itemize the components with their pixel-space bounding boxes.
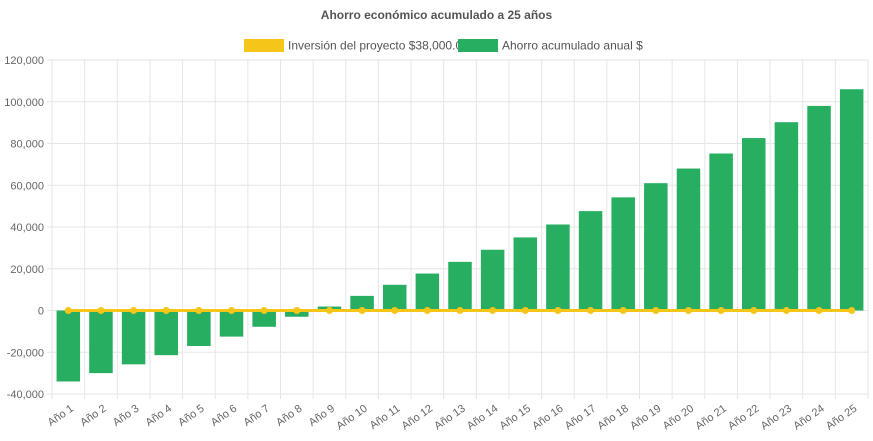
y-tick-label: 0 bbox=[38, 306, 44, 318]
investment-point-14[interactable] bbox=[489, 307, 497, 314]
x-tick-label: Año 3 bbox=[111, 403, 141, 429]
legend-swatch-investment[interactable] bbox=[244, 39, 284, 52]
investment-point-21[interactable] bbox=[717, 307, 725, 314]
x-tick-label: Año 25 bbox=[824, 403, 859, 433]
x-tick-label: Año 7 bbox=[241, 403, 271, 429]
x-tick-label: Año 8 bbox=[274, 403, 304, 429]
bar-22[interactable] bbox=[742, 138, 766, 311]
bar-24[interactable] bbox=[807, 105, 831, 311]
x-tick-label: Año 23 bbox=[759, 403, 794, 433]
x-tick-label: Año 11 bbox=[368, 403, 403, 432]
x-tick-label: Año 17 bbox=[563, 403, 598, 433]
investment-line-series bbox=[64, 307, 856, 314]
legend-swatch-savings[interactable] bbox=[458, 39, 498, 52]
legend-label-investment[interactable]: Inversión del proyecto $38,000.00 bbox=[288, 39, 469, 53]
x-tick-label: Año 4 bbox=[144, 403, 174, 429]
x-axis: Año 1 Año 2 Año 3 Año 4 Año 5 Año 6 Año 7 Año 8… bbox=[46, 403, 860, 433]
legend: Inversión del proyecto $38,000.00 Ahorro… bbox=[244, 39, 643, 53]
bar-25[interactable] bbox=[839, 89, 864, 311]
y-tick-label: 100,000 bbox=[4, 97, 44, 109]
investment-point-2[interactable] bbox=[97, 307, 105, 314]
x-tick-label: Año 19 bbox=[628, 403, 663, 433]
bar-10[interactable] bbox=[350, 295, 374, 311]
investment-point-12[interactable] bbox=[423, 307, 431, 314]
bar-5[interactable] bbox=[187, 310, 211, 346]
investment-point-18[interactable] bbox=[619, 307, 627, 314]
x-tick-label: Año 18 bbox=[595, 403, 630, 433]
investment-point-15[interactable] bbox=[521, 307, 529, 314]
x-tick-label: Año 6 bbox=[209, 403, 239, 429]
bar-6[interactable] bbox=[219, 310, 244, 337]
bar-16[interactable] bbox=[546, 224, 570, 311]
x-tick-label: Año 20 bbox=[661, 403, 696, 433]
investment-point-24[interactable] bbox=[815, 307, 823, 314]
bar-4[interactable] bbox=[154, 310, 178, 356]
investment-point-5[interactable] bbox=[195, 307, 203, 314]
x-tick-label: Año 13 bbox=[432, 403, 467, 433]
bar-11[interactable] bbox=[382, 284, 407, 311]
y-tick-label: 40,000 bbox=[10, 222, 44, 234]
x-tick-label: Año 1 bbox=[46, 403, 76, 429]
bar-19[interactable] bbox=[644, 183, 668, 311]
bar-13[interactable] bbox=[448, 261, 472, 311]
y-tick-label: 80,000 bbox=[10, 139, 44, 151]
bar-17[interactable] bbox=[578, 211, 603, 311]
y-tick-label: 20,000 bbox=[10, 264, 44, 276]
investment-point-9[interactable] bbox=[325, 307, 333, 314]
investment-point-23[interactable] bbox=[782, 307, 790, 314]
bar-21[interactable] bbox=[709, 153, 733, 311]
x-tick-label: Año 21 bbox=[693, 403, 728, 433]
investment-point-6[interactable] bbox=[228, 307, 236, 314]
bar-15[interactable] bbox=[513, 237, 538, 311]
x-tick-label: Año 15 bbox=[498, 403, 533, 433]
x-tick-label: Año 9 bbox=[307, 403, 337, 429]
x-tick-label: Año 14 bbox=[465, 403, 500, 433]
investment-point-4[interactable] bbox=[162, 307, 170, 314]
bar-3[interactable] bbox=[121, 310, 146, 365]
investment-point-7[interactable] bbox=[260, 307, 268, 314]
bar-12[interactable] bbox=[415, 273, 440, 311]
investment-point-11[interactable] bbox=[391, 307, 399, 314]
x-tick-label: Año 16 bbox=[530, 403, 565, 433]
investment-point-25[interactable] bbox=[848, 307, 856, 314]
bar-2[interactable] bbox=[89, 310, 113, 374]
legend-label-savings[interactable]: Ahorro acumulado anual $ bbox=[502, 39, 643, 53]
x-tick-label: Año 5 bbox=[176, 403, 206, 429]
investment-point-13[interactable] bbox=[456, 307, 464, 314]
investment-point-16[interactable] bbox=[554, 307, 562, 314]
y-tick-label: 120,000 bbox=[4, 55, 44, 67]
y-tick-label: -40,000 bbox=[7, 389, 44, 401]
investment-point-22[interactable] bbox=[750, 307, 758, 314]
x-tick-label: Año 22 bbox=[726, 403, 761, 433]
bar-23[interactable] bbox=[774, 122, 799, 311]
bars bbox=[56, 89, 864, 382]
x-tick-label: Año 12 bbox=[400, 403, 435, 433]
bar-18[interactable] bbox=[611, 197, 635, 311]
y-axis: 120,000 100,000 80,000 60,000 40,000 20,000 0 -… bbox=[4, 55, 44, 401]
investment-point-8[interactable] bbox=[293, 307, 301, 314]
bar-14[interactable] bbox=[480, 249, 505, 311]
investment-point-20[interactable] bbox=[684, 307, 692, 314]
bar-20[interactable] bbox=[676, 168, 701, 311]
y-tick-label: -20,000 bbox=[7, 347, 44, 359]
y-tick-label: 60,000 bbox=[10, 180, 44, 192]
investment-point-17[interactable] bbox=[587, 307, 595, 314]
investment-point-3[interactable] bbox=[130, 307, 138, 314]
investment-point-10[interactable] bbox=[358, 307, 366, 314]
investment-point-19[interactable] bbox=[652, 307, 660, 314]
chart-title: Ahorro económico acumulado a 25 años bbox=[321, 8, 553, 22]
bar-7[interactable] bbox=[252, 310, 276, 327]
investment-point-1[interactable] bbox=[64, 307, 72, 314]
x-tick-label: Año 24 bbox=[791, 403, 826, 433]
x-tick-label: Año 10 bbox=[334, 403, 369, 433]
bar-1[interactable] bbox=[56, 310, 81, 382]
x-tick-label: Año 2 bbox=[78, 403, 108, 429]
